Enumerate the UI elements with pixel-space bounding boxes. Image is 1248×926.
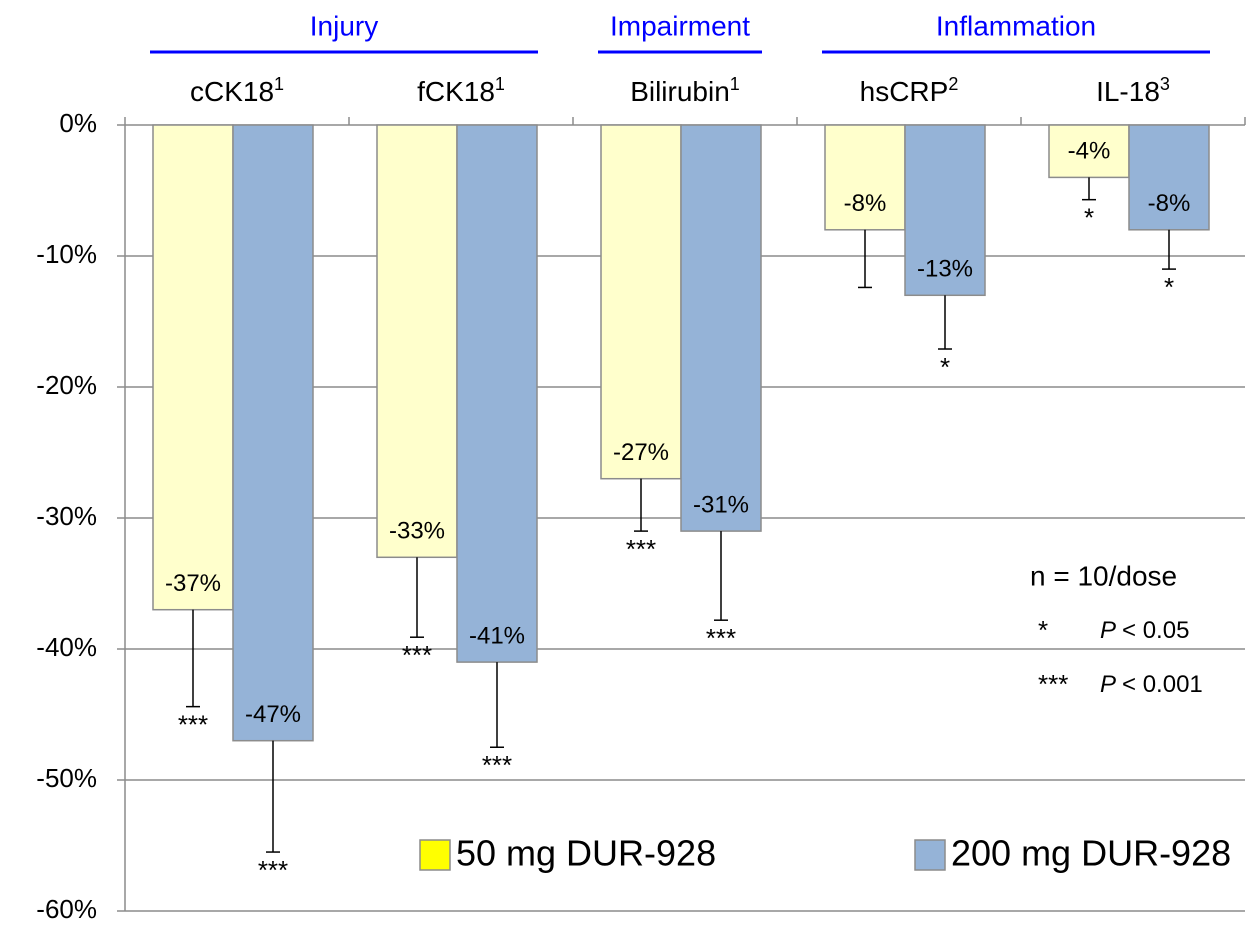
y-tick-label: -50% xyxy=(36,763,97,793)
y-tick-label: -40% xyxy=(36,632,97,662)
bar xyxy=(1048,124,1130,179)
x-tick-label: IL-183 xyxy=(1096,74,1170,108)
value-label: -31% xyxy=(693,491,749,518)
annotation-text: P < 0.001 xyxy=(1100,671,1203,698)
y-tick-label: -60% xyxy=(36,894,97,924)
group-label: Impairment xyxy=(610,10,750,41)
significance: * xyxy=(1164,272,1174,302)
significance: *** xyxy=(258,855,288,885)
p-symbol: P xyxy=(1100,671,1116,698)
y-tick-label: 0% xyxy=(59,108,97,138)
significance: * xyxy=(1084,203,1094,233)
group-label: Inflammation xyxy=(936,10,1096,41)
category-superscript: 1 xyxy=(274,74,284,94)
annotation-symbol: *** xyxy=(1038,669,1068,699)
value-label: -47% xyxy=(245,701,301,728)
bar xyxy=(232,124,314,742)
value-label: -4% xyxy=(1068,138,1111,165)
category-superscript: 1 xyxy=(495,74,505,94)
category-name: Bilirubin xyxy=(630,76,730,107)
x-tick-label: cCK181 xyxy=(190,74,284,108)
value-label: -37% xyxy=(165,570,221,597)
category-superscript: 1 xyxy=(730,74,740,94)
significance: *** xyxy=(402,640,432,670)
legend-swatch xyxy=(914,839,946,871)
value-label: -13% xyxy=(917,256,973,283)
legend-label: 50 mg DUR-928 xyxy=(456,833,716,874)
bar xyxy=(1128,124,1210,231)
bar xyxy=(904,124,986,297)
bar xyxy=(680,124,762,532)
p-symbol: P xyxy=(1100,617,1116,644)
significance: * xyxy=(940,352,950,382)
group-label: Injury xyxy=(310,10,378,41)
y-tick-label: -30% xyxy=(36,501,97,531)
significance: *** xyxy=(706,623,736,653)
bar xyxy=(600,124,682,480)
legend-swatch xyxy=(419,839,451,871)
y-tick-label: -10% xyxy=(36,239,97,269)
bar xyxy=(152,124,234,611)
category-name: IL-18 xyxy=(1096,76,1160,107)
value-label: -27% xyxy=(613,439,669,466)
p-text: < 0.05 xyxy=(1122,617,1189,644)
significance: *** xyxy=(626,534,656,564)
annotation-title: n = 10/dose xyxy=(1030,560,1177,591)
value-label: -8% xyxy=(1148,190,1191,217)
significance: *** xyxy=(482,750,512,780)
category-superscript: 2 xyxy=(948,74,958,94)
bar xyxy=(376,124,458,559)
legend-label: 200 mg DUR-928 xyxy=(951,833,1231,874)
category-name: fCK18 xyxy=(417,76,495,107)
annotation-text: P < 0.05 xyxy=(1100,617,1189,644)
value-label: -33% xyxy=(389,518,445,545)
y-tick-label: -20% xyxy=(36,370,97,400)
x-tick-label: Bilirubin1 xyxy=(630,74,740,108)
p-text: < 0.001 xyxy=(1122,671,1203,698)
value-label: -8% xyxy=(844,190,887,217)
annotation-symbol: * xyxy=(1038,615,1048,645)
category-name: cCK18 xyxy=(190,76,274,107)
category-superscript: 3 xyxy=(1160,74,1170,94)
x-tick-label: fCK181 xyxy=(417,74,505,108)
value-label: -41% xyxy=(469,622,525,649)
bar xyxy=(456,124,538,663)
category-name: hsCRP xyxy=(860,76,949,107)
significance: *** xyxy=(178,710,208,740)
x-tick-label: hsCRP2 xyxy=(860,74,959,108)
